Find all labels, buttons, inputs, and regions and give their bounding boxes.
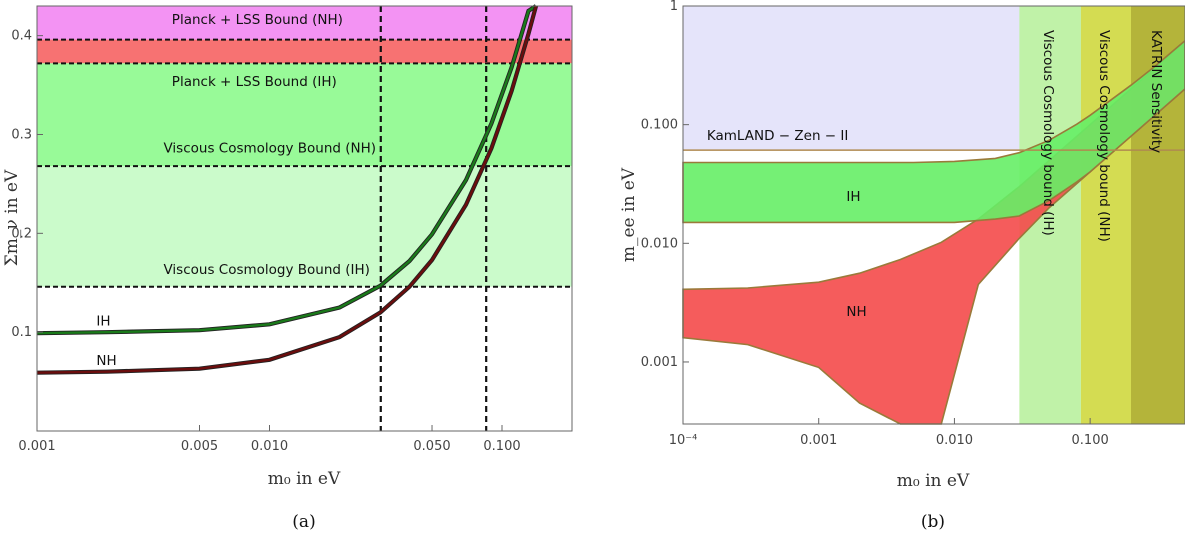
x-axis-label-b: m₀ in eV — [897, 471, 970, 491]
y-axis-label-a: Σm_ν in eV — [2, 169, 22, 266]
x-tick-label-b-0: 10⁻⁴ — [669, 433, 698, 448]
band-label-a-0: Planck + LSS Bound (NH) — [172, 12, 343, 28]
band-label-a-3: Viscous Cosmology Bound (NH) — [163, 140, 376, 156]
plot-frame-a — [36, 5, 573, 432]
x-tick-label-a-3: 0.050 — [413, 439, 450, 454]
vband-label-viscous-cosmology-bound-ih: Viscous Cosmology bound (IH) — [1040, 30, 1056, 236]
caption-b: (b) — [921, 512, 945, 532]
label-b-kamland-zen-ii: KamLAND − Zen − II — [707, 128, 848, 144]
band-a-0 — [37, 6, 572, 40]
panel-a: 0.001 0.005 0.010 0.050 0.100 0.1 0.2 0.3 0.4 Pl… — [2, 4, 573, 532]
caption-a: (a) — [292, 512, 315, 532]
band-a-3 — [37, 166, 572, 287]
plot-frame-b — [682, 5, 1185, 425]
band-label-a-2: Planck + LSS Bound (IH) — [172, 74, 337, 90]
x-tick-label-b-3: 0.100 — [1072, 433, 1109, 448]
y-tick-label-a-3: 0.4 — [11, 29, 32, 44]
nh-band — [682, 40, 1185, 425]
panel-b: 10⁻⁴ 0.001 0.010 0.100 0.001 0.010 0.100 1 KamL… — [619, 0, 1185, 532]
x-axis-label-a: m₀ in eV — [268, 469, 341, 489]
vband-label-katrin-sensitivity: KATRIN Sensitivity — [1148, 30, 1164, 153]
x-tick-label-b-2: 0.010 — [936, 433, 973, 448]
band-a-2 — [37, 63, 572, 167]
x-tick-label-b-1: 0.001 — [800, 433, 837, 448]
y-tick-label-b-1: 0.010 — [641, 236, 678, 251]
vband-label-viscous-cosmology-bound-nh: Viscous Cosmology bound (NH) — [1096, 30, 1112, 242]
band-a-1 — [37, 39, 572, 64]
series-ih — [36, 4, 537, 335]
label-b-ih: IH — [846, 189, 860, 205]
y-axis-label-b: m_ee in eV — [619, 167, 639, 262]
series-label-ih: IH — [96, 313, 110, 329]
ih-band — [682, 39, 1185, 224]
y-tick-label-a-0: 0.1 — [11, 325, 32, 340]
band-label-a-4: Viscous Cosmology Bound (IH) — [163, 262, 369, 278]
label-b-nh: NH — [846, 304, 866, 320]
x-tick-label-a-1: 0.005 — [181, 439, 218, 454]
series-label-nh: NH — [96, 353, 116, 369]
y-tick-label-b-2: 0.100 — [641, 118, 678, 133]
series-nh — [36, 5, 538, 374]
x-tick-label-a-0: 0.001 — [18, 439, 55, 454]
y-tick-label-b-0: 0.001 — [641, 355, 678, 370]
y-tick-label-b-3: 1 — [670, 0, 678, 14]
x-tick-label-a-2: 0.010 — [251, 439, 288, 454]
y-tick-label-a-1: 0.2 — [11, 226, 32, 241]
y-tick-label-a-2: 0.3 — [11, 127, 32, 142]
vband-b-1 — [1080, 6, 1131, 424]
x-tick-label-a-4: 0.100 — [483, 439, 520, 454]
